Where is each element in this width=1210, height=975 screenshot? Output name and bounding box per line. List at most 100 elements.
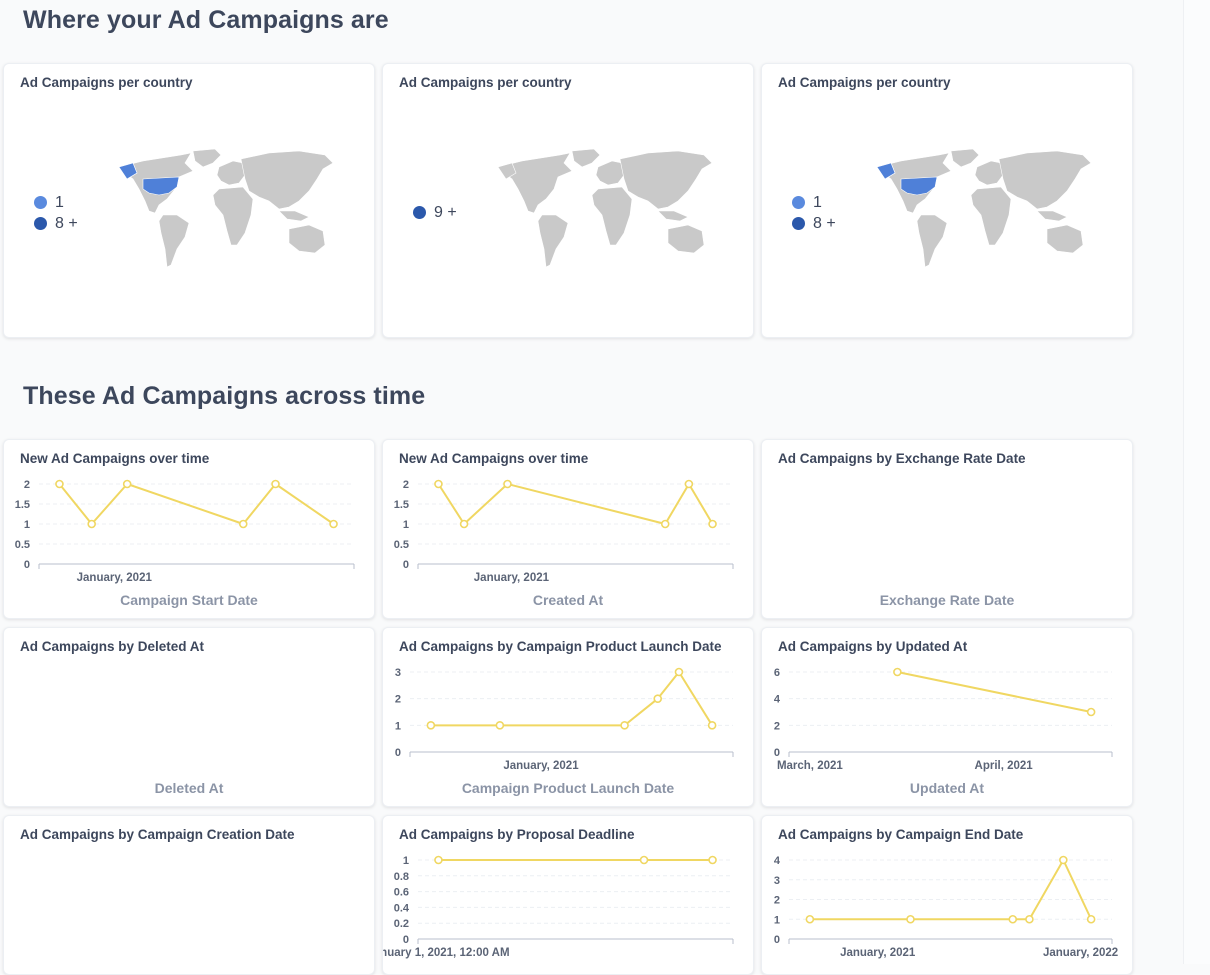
data-point <box>1059 855 1068 865</box>
series-line <box>809 859 1093 921</box>
y-tick-label: 1 <box>395 720 401 732</box>
data-point <box>87 519 96 529</box>
world-map[interactable] <box>118 148 334 269</box>
data-point <box>238 519 248 529</box>
chart-card-campaign-start-date[interactable]: New Ad Campaigns over time 0 0.5 1 1.5 2 Janu… <box>3 439 375 619</box>
x-axis-title: Campaign Start Date <box>120 592 258 608</box>
map-legend: 1 8 + <box>792 192 836 234</box>
card-title: New Ad Campaigns over time <box>399 451 589 466</box>
chart-card-product-launch-date[interactable]: Ad Campaigns by Campaign Product Launch … <box>382 627 754 807</box>
y-tick-label: 1.5 <box>394 499 409 511</box>
y-tick-label: 0.8 <box>394 871 409 883</box>
data-point <box>122 479 132 489</box>
data-point <box>893 667 902 677</box>
series-line <box>58 483 335 525</box>
y-tick-label: 2 <box>774 720 780 732</box>
legend-item: 1 <box>792 192 836 213</box>
data-point <box>684 479 694 489</box>
chart-card-created-at[interactable]: New Ad Campaigns over time 0 0.5 1 1.5 2 Janu… <box>382 439 754 619</box>
line-chart[interactable]: 0 2 4 6 March, 2021 April, 2021 <box>762 628 1133 807</box>
world-map[interactable] <box>497 148 713 269</box>
greenland-shape <box>950 148 980 168</box>
data-point <box>708 519 717 529</box>
card-title: Ad Campaigns by Campaign Product Launch … <box>399 639 722 654</box>
section-title-where: Where your Ad Campaigns are <box>23 6 389 34</box>
north-america-shape <box>503 152 573 214</box>
y-tick-label: 0 <box>403 559 409 571</box>
chart-card-deleted-at[interactable]: Ad Campaigns by Deleted At Deleted At <box>3 627 375 807</box>
asia-shape <box>240 150 334 210</box>
data-point <box>660 519 670 529</box>
chart-card-campaign-end-date[interactable]: Ad Campaigns by Campaign End Date 0 1 2 3 4 J… <box>761 815 1133 975</box>
data-point <box>805 914 815 924</box>
card-title: Ad Campaigns by Proposal Deadline <box>399 827 635 842</box>
usa-shape <box>142 176 180 196</box>
legend-label: 1 <box>55 193 64 211</box>
data-point <box>434 855 443 865</box>
world-map[interactable] <box>876 148 1092 269</box>
south-america-shape <box>537 214 569 268</box>
legend-label: 8 + <box>813 214 836 232</box>
legend-item: 1 <box>34 192 78 213</box>
australia-shape <box>288 224 326 254</box>
data-point <box>503 479 512 489</box>
map-card-3[interactable]: Ad Campaigns per country 1 8 + <box>761 63 1133 338</box>
chart-card-campaign-creation-date[interactable]: Ad Campaigns by Campaign Creation Date <box>3 815 375 975</box>
y-tick-label: 1 <box>403 519 409 531</box>
map-card-1[interactable]: Ad Campaigns per country 1 8 + <box>3 63 375 338</box>
legend-item: 9 + <box>413 202 457 223</box>
line-chart[interactable]: 0 1 2 3 4 January, 2021 January, 2022 <box>762 816 1133 975</box>
y-tick-label: 2 <box>403 479 409 491</box>
chart-card-proposal-deadline[interactable]: Ad Campaigns by Proposal Deadline 0 0.2 0.… <box>382 815 754 975</box>
series-line <box>430 671 713 727</box>
data-point <box>434 479 443 489</box>
x-axis-title: Updated At <box>909 780 985 796</box>
x-tick-label: January, 2021 <box>840 947 916 959</box>
world-map-svg[interactable] <box>118 148 334 269</box>
line-chart[interactable]: 0 1 2 3 January, 2021 <box>383 628 754 807</box>
greenland-shape <box>571 148 601 168</box>
map-card-2[interactable]: Ad Campaigns per country 9 + <box>382 63 754 338</box>
card-title: Ad Campaigns per country <box>399 75 572 90</box>
data-point <box>495 721 505 730</box>
y-tick-label: 2 <box>395 694 401 706</box>
y-tick-label: 0.6 <box>394 887 409 899</box>
right-scroll-area <box>1183 0 1210 964</box>
data-point <box>707 721 717 730</box>
card-title: Ad Campaigns per country <box>778 75 951 90</box>
asia-shape <box>998 150 1092 210</box>
legend-dot <box>34 217 47 230</box>
alaska-shape <box>497 162 517 180</box>
line-chart[interactable]: 0 0.2 0.4 0.6 0.8 1 January 1, 2021, 12:00 AM <box>383 816 754 975</box>
africa-shape <box>970 186 1012 246</box>
chart-card-exchange-rate-date[interactable]: Ad Campaigns by Exchange Rate Date Excha… <box>761 439 1133 619</box>
x-tick-label: January 1, 2021, 12:00 AM <box>382 947 510 959</box>
y-tick-label: 1 <box>24 519 30 531</box>
world-map-svg[interactable] <box>876 148 1092 269</box>
y-tick-label: 0 <box>403 934 409 946</box>
map-legend: 9 + <box>413 202 457 223</box>
chart-card-updated-at[interactable]: Ad Campaigns by Updated At 0 2 4 6 March, 20… <box>761 627 1133 807</box>
europe-shape <box>595 160 625 186</box>
legend-dot <box>792 196 805 209</box>
x-tick-label: January, 2022 <box>1043 947 1118 959</box>
x-tick-label: January, 2021 <box>503 760 579 772</box>
section-title-time: These Ad Campaigns across time <box>23 382 426 410</box>
legend-dot <box>413 206 426 219</box>
south-america-shape <box>916 214 948 268</box>
australia-shape <box>1046 224 1084 254</box>
data-point <box>639 855 649 865</box>
indonesia-shape <box>657 210 689 222</box>
greenland-shape <box>192 148 222 168</box>
line-chart[interactable]: 0 0.5 1 1.5 2 January, 2021 <box>383 440 754 619</box>
data-point <box>1025 914 1034 924</box>
data-point <box>329 519 338 529</box>
data-point <box>1086 914 1096 924</box>
y-tick-label: 0.4 <box>394 902 410 914</box>
x-tick-label: April, 2021 <box>975 760 1034 772</box>
data-point <box>653 694 663 703</box>
y-tick-label: 4 <box>774 855 781 867</box>
line-chart[interactable]: 0 0.5 1 1.5 2 January, 2021 <box>4 440 375 619</box>
x-tick-label: January, 2021 <box>474 572 550 584</box>
world-map-svg[interactable] <box>497 148 713 269</box>
